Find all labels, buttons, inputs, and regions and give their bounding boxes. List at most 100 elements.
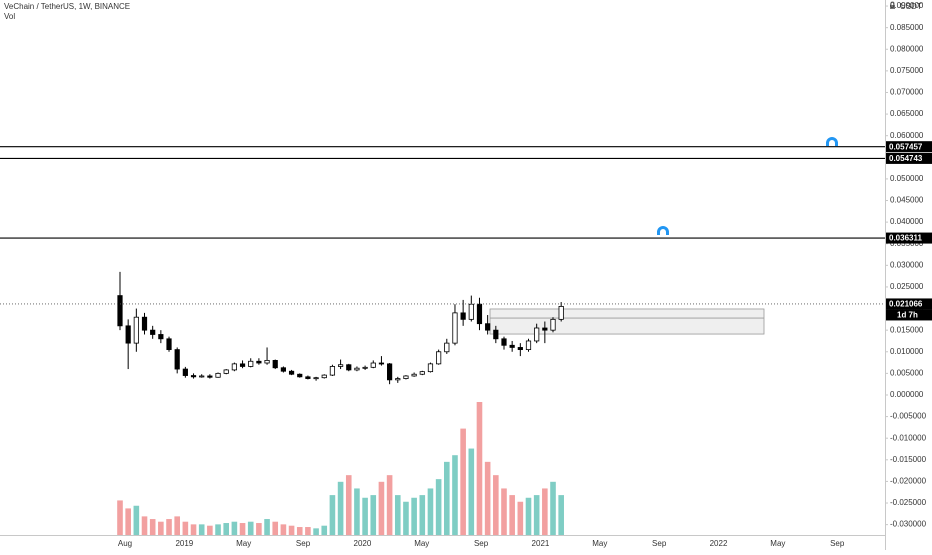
candle-body (525, 340, 532, 351)
candle-body (485, 323, 491, 331)
volume-bar (386, 475, 393, 535)
candle-body (436, 351, 442, 365)
candle-body (493, 329, 499, 340)
volume-bar (231, 521, 238, 535)
volume-bar (484, 461, 491, 535)
price-label-bg (886, 152, 932, 164)
price-label: 0.054743 (889, 154, 923, 163)
currency-label: USDT (900, 2, 922, 11)
volume-bar (460, 428, 466, 535)
volume-bar (533, 495, 540, 535)
candle-body (411, 373, 417, 377)
range-box (489, 308, 765, 335)
candle-body (190, 375, 197, 378)
candle-body (517, 347, 523, 351)
candle-body (297, 373, 303, 378)
candle-body (272, 360, 278, 369)
price-label: 0.036311 (889, 234, 922, 243)
volume-bar (517, 501, 524, 535)
volume-bar (117, 500, 123, 535)
y-tick-label: 0.070000 (890, 88, 924, 97)
candle-body (133, 316, 139, 344)
y-tick-label: 0.065000 (890, 109, 924, 118)
candle-body (354, 367, 360, 371)
volume-bar (419, 495, 426, 535)
volume-bar (501, 488, 507, 535)
x-tick-label: May (236, 539, 251, 548)
x-tick-label: 2021 (532, 539, 550, 548)
candle-body (158, 334, 164, 340)
volume-bar (133, 505, 140, 535)
candle-body (239, 363, 246, 367)
volume-bar (444, 461, 450, 535)
volume-bar (354, 488, 360, 535)
volume-bar (435, 479, 442, 535)
volume-bar (468, 448, 475, 535)
candle-body (150, 329, 156, 335)
y-tick-label: 0.050000 (890, 174, 924, 183)
x-tick-label: Sep (296, 539, 311, 548)
candle-body (370, 362, 376, 368)
candle-body (550, 318, 556, 331)
volume-bar (329, 495, 336, 535)
candle-body (264, 360, 270, 364)
lock-icon[interactable] (890, 1, 895, 9)
volume-bar (411, 497, 417, 535)
y-tick-label: -0.030000 (890, 520, 927, 529)
y-tick-label: 0.000000 (890, 390, 924, 399)
magnet (657, 226, 669, 235)
volume-bar (149, 519, 156, 535)
volume-bar (403, 501, 409, 535)
candle-body (313, 377, 319, 380)
y-tick-label: 0.090000 (890, 1, 924, 10)
chart-title: VeChain / TetherUS, 1W, BINANCE (4, 2, 130, 11)
volume-bar (345, 475, 352, 535)
volume-bar (452, 455, 458, 535)
countdown-label: 1d 7h (897, 311, 918, 320)
x-tick-label: May (770, 539, 785, 548)
x-tick-label: May (414, 539, 429, 548)
candle-body (248, 360, 254, 367)
y-tick-label: 0.060000 (890, 131, 924, 140)
y-tick-label: -0.025000 (890, 498, 927, 507)
candle-body (534, 327, 540, 342)
x-tick-label: Sep (474, 539, 489, 548)
candle-body (403, 375, 409, 379)
candle-body (288, 370, 295, 375)
magnet (826, 137, 838, 146)
candle-body (223, 369, 229, 374)
candle-body (460, 312, 466, 320)
candle-body (207, 375, 213, 378)
volume-bar (239, 523, 246, 535)
volume-bar (362, 497, 368, 535)
volume-bar (321, 525, 328, 535)
y-tick-label: 0.085000 (890, 23, 924, 32)
lock-shackle (890, 1, 895, 5)
volume-bar (256, 523, 262, 535)
candle-body (166, 338, 172, 351)
volume-bar (370, 495, 377, 535)
candle-body (501, 338, 507, 346)
alert-icon[interactable] (657, 226, 669, 235)
volume-bar (198, 524, 205, 535)
price-label: 0.057457 (889, 142, 923, 151)
y-tick-label: 0.030000 (890, 260, 924, 269)
volume-bar (476, 402, 483, 535)
candle-body (452, 312, 458, 344)
candle-body (182, 368, 188, 376)
volume-bar (190, 524, 197, 535)
x-tick-label: Aug (118, 539, 132, 548)
volume-bar (558, 495, 564, 535)
alert-icon[interactable] (826, 137, 838, 146)
candle-body (256, 360, 262, 364)
volume-bar (337, 481, 344, 535)
y-tick-label: 0.010000 (890, 347, 924, 356)
volume-bar (215, 524, 221, 535)
volume-bar (288, 525, 295, 535)
y-tick-label: 0.045000 (890, 196, 924, 205)
x-tick-label: May (592, 539, 607, 548)
volume-bar (427, 488, 434, 535)
